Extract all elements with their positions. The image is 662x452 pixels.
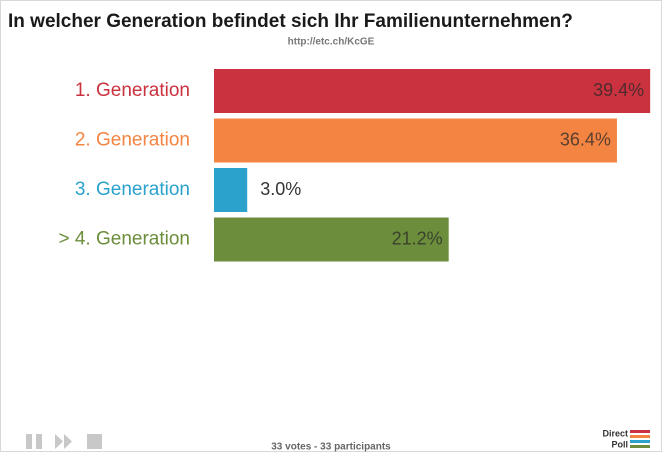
value-label: 21.2% [392,228,443,248]
category-label: 1. Generation [75,80,190,101]
controls[interactable] [26,434,102,449]
bar [214,69,651,113]
value-label: 36.4% [560,129,611,149]
logo-text: Poll [611,439,628,449]
forward-icon[interactable] [55,434,72,449]
logo-mark [630,435,650,438]
value-label: 39.4% [593,80,644,100]
category-label: 3. Generation [75,179,190,200]
stop-icon[interactable] [87,434,102,449]
chart-subtitle: http://etc.ch/KcGE [288,37,375,48]
pause-icon[interactable] [36,434,42,449]
footer: 33 votes - 33 participants [271,442,391,452]
chart-title: In welcher Generation befindet sich Ihr … [8,11,573,32]
bar [214,168,248,212]
value-label: 3.0% [260,179,301,199]
logo-mark [630,430,650,433]
logo-mark [630,440,650,443]
logo-text: Direct [602,428,628,438]
bar [214,217,449,262]
bar [214,118,617,163]
logo-mark [630,445,650,448]
category-label: 2. Generation [75,130,190,151]
category-label: > 4. Generation [58,229,190,250]
pause-icon[interactable] [26,434,32,449]
